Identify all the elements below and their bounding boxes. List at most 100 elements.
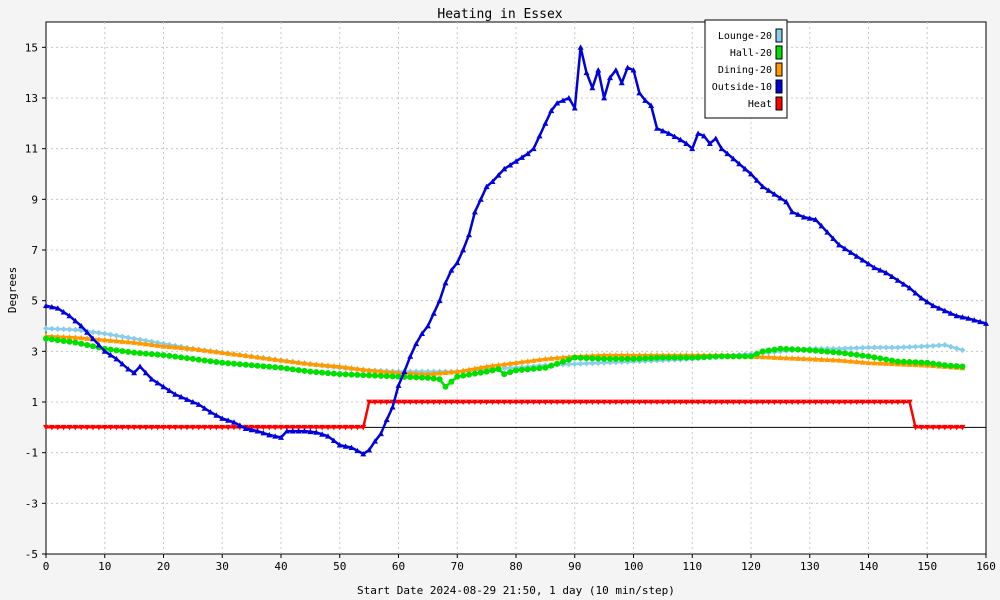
- data-point-dining-20: [507, 360, 514, 366]
- x-axis-label: Start Date 2024-08-29 21:50, 1 day (10 m…: [357, 584, 675, 597]
- data-point-heat: [906, 399, 913, 405]
- x-tick-label: 90: [568, 560, 581, 573]
- data-point-outside-10: [624, 64, 631, 70]
- data-point-outside-10: [466, 231, 472, 238]
- data-point-outside-10: [48, 304, 55, 310]
- data-point-hall-20: [513, 367, 519, 374]
- data-point-dining-20: [330, 363, 337, 369]
- data-point-hall-20: [630, 355, 637, 362]
- data-point-hall-20: [689, 354, 696, 361]
- data-point-lounge-20: [571, 361, 578, 367]
- data-point-hall-20: [853, 351, 860, 358]
- data-point-hall-20: [166, 352, 173, 359]
- data-point-outside-10: [912, 290, 919, 296]
- data-point-dining-20: [348, 365, 355, 371]
- data-point-outside-10: [853, 253, 860, 259]
- data-point-heat: [706, 399, 713, 405]
- data-point-outside-10: [965, 315, 972, 321]
- data-point-heat: [307, 424, 314, 431]
- data-point-dining-20: [236, 351, 243, 358]
- data-point-dining-20: [313, 361, 320, 367]
- data-point-outside-10: [131, 369, 138, 376]
- data-point-hall-20: [195, 356, 202, 363]
- y-tick-label: -5: [25, 548, 38, 561]
- data-point-outside-10: [947, 310, 954, 316]
- data-point-heat: [413, 399, 420, 405]
- data-point-heat: [131, 424, 138, 431]
- data-point-lounge-20: [137, 336, 143, 343]
- data-point-dining-20: [295, 359, 302, 365]
- data-point-hall-20: [225, 360, 232, 367]
- data-point-heat: [436, 399, 443, 405]
- data-point-outside-10: [395, 382, 402, 388]
- data-point-heat: [377, 399, 384, 405]
- data-point-dining-20: [436, 370, 443, 376]
- data-point-dining-20: [131, 339, 138, 345]
- data-point-outside-10: [225, 417, 232, 423]
- data-point-heat: [630, 399, 637, 405]
- data-point-hall-20: [730, 353, 737, 360]
- data-point-hall-20: [601, 355, 608, 362]
- data-point-outside-10: [930, 302, 937, 309]
- data-point-outside-10: [830, 235, 837, 241]
- data-point-outside-10: [142, 369, 149, 376]
- data-point-outside-10: [448, 267, 455, 273]
- data-point-hall-20: [430, 375, 437, 382]
- data-point-lounge-20: [595, 359, 602, 366]
- data-point-outside-10: [360, 450, 367, 457]
- data-point-outside-10: [483, 183, 490, 190]
- data-point-outside-10: [107, 352, 114, 358]
- data-point-hall-20: [836, 349, 843, 356]
- data-point-outside-10: [530, 145, 537, 152]
- data-point-heat: [824, 399, 831, 405]
- data-point-lounge-20: [842, 345, 848, 352]
- data-point-outside-10: [430, 310, 437, 316]
- data-point-outside-10: [231, 419, 237, 425]
- data-point-outside-10: [607, 74, 613, 81]
- data-point-outside-10: [953, 312, 960, 319]
- data-point-outside-10: [736, 160, 743, 167]
- data-point-heat: [689, 399, 696, 405]
- data-point-hall-20: [565, 356, 572, 363]
- data-point-heat: [671, 399, 678, 405]
- x-tick-label: 60: [392, 560, 405, 573]
- legend-swatch-dining-20: [775, 62, 783, 77]
- data-point-outside-10: [718, 145, 725, 152]
- data-point-heat: [818, 399, 825, 405]
- data-point-hall-20: [677, 354, 684, 361]
- data-point-hall-20: [72, 339, 79, 346]
- data-point-dining-20: [836, 357, 843, 363]
- data-point-dining-20: [213, 348, 220, 355]
- data-point-hall-20: [483, 368, 490, 375]
- data-point-heat: [43, 424, 49, 431]
- data-point-hall-20: [706, 353, 713, 360]
- data-point-heat: [524, 399, 531, 405]
- data-point-dining-20: [289, 358, 296, 365]
- data-point-hall-20: [66, 338, 73, 345]
- data-point-heat: [60, 424, 67, 431]
- data-point-heat: [172, 424, 179, 431]
- data-point-hall-20: [477, 369, 484, 376]
- data-point-hall-20: [119, 348, 126, 355]
- data-point-hall-20: [389, 373, 396, 380]
- data-point-heat: [842, 399, 848, 405]
- data-point-heat: [348, 424, 355, 431]
- data-point-hall-20: [900, 358, 907, 365]
- data-point-heat: [278, 424, 284, 431]
- x-tick-label: 140: [859, 560, 879, 573]
- data-point-heat: [430, 399, 437, 405]
- data-point-outside-10: [471, 209, 478, 215]
- x-tick-label: 160: [976, 560, 996, 573]
- data-point-dining-20: [430, 370, 437, 377]
- data-point-dining-20: [442, 369, 449, 376]
- data-point-heat: [771, 399, 778, 405]
- data-point-heat: [542, 399, 549, 405]
- data-point-dining-20: [483, 363, 490, 369]
- data-point-hall-20: [795, 346, 801, 353]
- data-point-hall-20: [348, 371, 355, 378]
- data-point-lounge-20: [119, 333, 126, 340]
- legend-swatch-lounge-20: [775, 28, 783, 43]
- data-point-lounge-20: [95, 329, 102, 336]
- data-point-heat: [624, 399, 631, 405]
